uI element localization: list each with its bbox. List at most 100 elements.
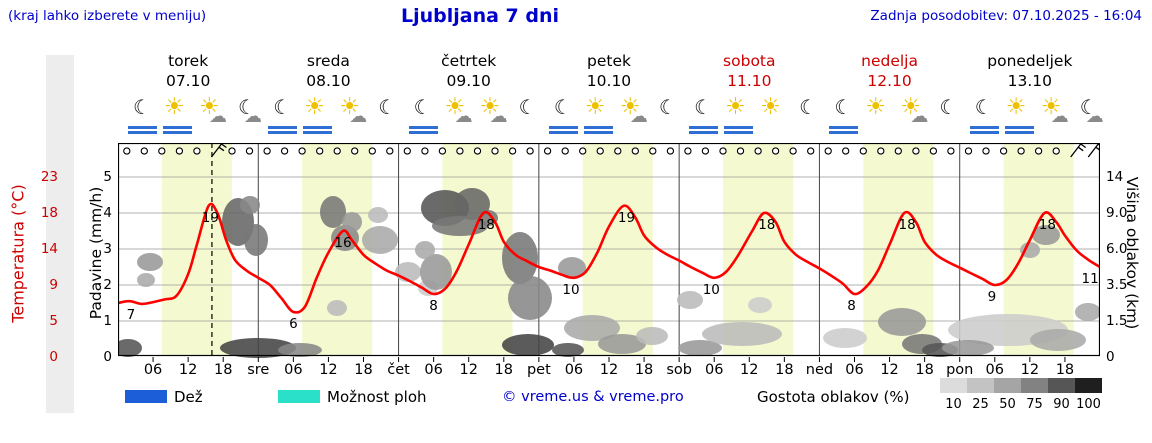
x-hour-label: 18 [213, 362, 233, 378]
weather-icon-moon: ☾ [652, 97, 686, 139]
moon-icon: ☾ [974, 95, 993, 119]
density-tick-label: 25 [972, 397, 989, 412]
temp-axis-tick: 18 [40, 205, 58, 221]
cloud-icon: ☁ [244, 106, 262, 127]
fog-icon [1004, 126, 1034, 129]
density-swatch [1075, 378, 1102, 393]
sun-icon: ☀ [304, 94, 325, 120]
weather-icon-sun-fog: ☀ [1003, 96, 1037, 139]
temp-axis-tick: 9 [49, 277, 58, 293]
fog-icon [724, 131, 754, 134]
fog-icon [408, 126, 438, 129]
temp-point-label: 16 [334, 235, 351, 251]
moon-icon: ☾ [378, 95, 397, 119]
density-swatch [994, 378, 1021, 393]
fog-icon [829, 131, 859, 134]
weather-icon-sun-cloud: ☀ ☁ [897, 94, 931, 139]
x-hour-label: 18 [1055, 362, 1075, 378]
cloud-icon: ☁ [349, 106, 368, 127]
precip-axis-tick: 1 [103, 313, 112, 329]
weather-icon-moon-fog: ☾ [407, 97, 441, 139]
day-date: 07.10 [165, 72, 211, 90]
credit-link[interactable]: © vreme.us & vreme.pro [502, 389, 684, 405]
weather-icon-sun-cloud: ☀ ☁ [442, 94, 476, 139]
x-hour-label: 18 [494, 362, 513, 378]
day-name: sreda [306, 52, 350, 70]
page-title: Ljubljana 7 dni [400, 5, 560, 27]
day-date: 08.10 [306, 72, 351, 90]
fog-icon [583, 126, 613, 129]
temp-point-label: 8 [847, 298, 856, 314]
fog-icon [303, 126, 333, 129]
day-name: četrtek [441, 52, 497, 70]
sun-icon: ☀ [199, 94, 220, 120]
moon-icon: ☾ [799, 95, 818, 119]
x-hour-label: 12 [880, 362, 899, 378]
density-swatch [940, 378, 967, 393]
x-hour-label: 06 [284, 362, 303, 378]
density-tick-label: 90 [1053, 397, 1070, 412]
moon-icon: ☾ [1079, 95, 1098, 119]
fog-icon [268, 131, 298, 134]
temp-point-label: 7 [127, 307, 136, 323]
day-name: nedelja [861, 52, 918, 70]
weather-icon-moon-fog: ☾ [968, 97, 1002, 139]
weather-icon-moon: ☾ [371, 97, 405, 139]
weather-icon-sun: ☀ [862, 94, 896, 139]
temp-point-label: 19 [618, 210, 635, 226]
moon-icon: ☾ [413, 95, 432, 119]
x-hour-label: 18 [775, 362, 794, 378]
sun-icon: ☀ [865, 94, 887, 120]
x-day-label: sre [247, 362, 270, 378]
fog-icon [303, 131, 333, 134]
x-hour-label: 06 [985, 362, 1004, 378]
x-hour-label: 06 [143, 362, 163, 378]
fog-icon [829, 126, 859, 129]
temp-point-label: 10 [562, 282, 579, 298]
weather-icon-sun-fog: ☀ [161, 96, 195, 139]
temp-point-label: 18 [899, 217, 916, 233]
x-day-label: ned [805, 362, 834, 378]
fog-icon [1004, 131, 1034, 134]
weather-icon-moon-fog: ☾ [547, 97, 581, 139]
density-tick-label: 10 [945, 397, 962, 412]
x-hour-label: 12 [599, 362, 619, 378]
day-name: ponedeljek [987, 52, 1073, 70]
x-hour-label: 12 [1020, 362, 1040, 378]
cloud-height-axis-tick: 14 [1106, 169, 1124, 185]
sun-icon: ☀ [479, 94, 501, 120]
day-date: 09.10 [446, 72, 491, 90]
x-hour-label: 12 [740, 362, 759, 378]
precip-axis-tick: 0 [103, 349, 112, 365]
fog-icon [689, 126, 719, 129]
temp-point-label: 18 [1039, 217, 1056, 233]
showers-legend-swatch [278, 390, 320, 403]
location-hint: (kraj lahko izberete v meniju) [8, 8, 207, 24]
day-name: petek [587, 52, 631, 70]
weather-icon-moon-fog: ☾ [266, 97, 300, 139]
moon-icon: ☾ [553, 95, 572, 119]
x-hour-label: 18 [354, 362, 373, 378]
x-hour-label: 12 [178, 362, 198, 378]
fog-icon [583, 131, 613, 134]
x-hour-label: 12 [459, 362, 478, 378]
sun-icon: ☀ [584, 94, 606, 120]
cloud-icon: ☁ [209, 106, 227, 127]
fog-icon [689, 131, 719, 134]
temp-axis-tick: 23 [40, 169, 58, 185]
cloud-height-axis-tick: 6.0 [1106, 241, 1128, 257]
x-hour-label: 18 [915, 362, 934, 378]
weather-icon-moon-fog: ☾ [687, 97, 721, 139]
sun-icon: ☀ [900, 94, 922, 120]
weather-icon-sun-fog: ☀ [722, 96, 756, 139]
weather-icon-moon: ☾ [932, 97, 966, 139]
fog-icon [548, 131, 578, 134]
cloud-height-axis-tick: 1.5 [1106, 313, 1128, 329]
weather-icon-sun-cloud: ☀ ☁ [336, 96, 370, 139]
moon-icon: ☾ [238, 95, 256, 119]
cloud-icon: ☁ [910, 106, 929, 127]
precip-axis-tick: 3 [103, 241, 112, 257]
sun-icon: ☀ [444, 94, 466, 120]
last-updated: Zadnja posodobitev: 07.10.2025 - 16:04 [870, 8, 1142, 24]
